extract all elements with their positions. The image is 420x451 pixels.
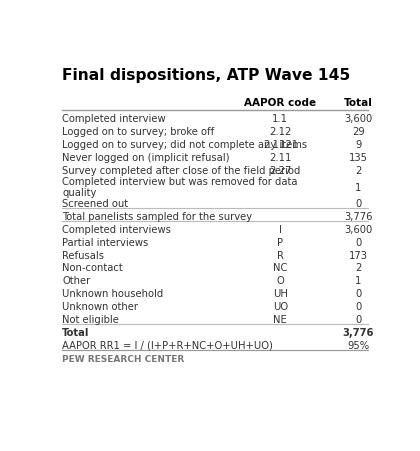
Text: 173: 173 xyxy=(349,250,368,260)
Text: Never logged on (implicit refusal): Never logged on (implicit refusal) xyxy=(62,153,230,163)
Text: Logged on to survey; broke off: Logged on to survey; broke off xyxy=(62,127,215,137)
Text: 2: 2 xyxy=(355,263,362,273)
Text: 2.12: 2.12 xyxy=(269,127,291,137)
Text: Completed interview but was removed for data
quality: Completed interview but was removed for … xyxy=(62,176,298,198)
Text: 3,776: 3,776 xyxy=(344,212,373,221)
Text: UO: UO xyxy=(273,301,288,311)
Text: Logged on to survey; did not complete any items: Logged on to survey; did not complete an… xyxy=(62,140,307,150)
Text: 3,776: 3,776 xyxy=(343,327,374,337)
Text: 0: 0 xyxy=(355,301,362,311)
Text: Total panelists sampled for the survey: Total panelists sampled for the survey xyxy=(62,212,252,221)
Text: Unknown household: Unknown household xyxy=(62,289,163,299)
Text: 2.1121: 2.1121 xyxy=(263,140,298,150)
Text: Survey completed after close of the field period: Survey completed after close of the fiel… xyxy=(62,166,301,175)
Text: 1: 1 xyxy=(355,276,362,285)
Text: 3,600: 3,600 xyxy=(344,114,373,124)
Text: 1.1: 1.1 xyxy=(272,114,289,124)
Text: O: O xyxy=(276,276,284,285)
Text: 0: 0 xyxy=(355,198,362,209)
Text: Completed interviews: Completed interviews xyxy=(62,224,171,235)
Text: 29: 29 xyxy=(352,127,365,137)
Text: Non-contact: Non-contact xyxy=(62,263,123,273)
Text: 0: 0 xyxy=(355,237,362,247)
Text: Total: Total xyxy=(62,327,89,337)
Text: 1: 1 xyxy=(355,182,362,192)
Text: Final dispositions, ATP Wave 145: Final dispositions, ATP Wave 145 xyxy=(62,68,351,83)
Text: Screened out: Screened out xyxy=(62,198,129,209)
Text: Unknown other: Unknown other xyxy=(62,301,138,311)
Text: NC: NC xyxy=(273,263,288,273)
Text: Partial interviews: Partial interviews xyxy=(62,237,149,247)
Text: AAPOR RR1 = I / (I+P+R+NC+O+UH+UO): AAPOR RR1 = I / (I+P+R+NC+O+UH+UO) xyxy=(62,340,273,350)
Text: 9: 9 xyxy=(355,140,362,150)
Text: PEW RESEARCH CENTER: PEW RESEARCH CENTER xyxy=(62,354,184,363)
Text: 0: 0 xyxy=(355,314,362,324)
Text: 135: 135 xyxy=(349,153,368,163)
Text: 2.11: 2.11 xyxy=(269,153,291,163)
Text: Completed interview: Completed interview xyxy=(62,114,166,124)
Text: UH: UH xyxy=(273,289,288,299)
Text: R: R xyxy=(277,250,284,260)
Text: Refusals: Refusals xyxy=(62,250,104,260)
Text: Total: Total xyxy=(344,97,373,107)
Text: 3,600: 3,600 xyxy=(344,224,373,235)
Text: Not eligible: Not eligible xyxy=(62,314,119,324)
Text: NE: NE xyxy=(273,314,287,324)
Text: 95%: 95% xyxy=(347,340,370,350)
Text: 2.27: 2.27 xyxy=(269,166,291,175)
Text: I: I xyxy=(279,224,282,235)
Text: AAPOR code: AAPOR code xyxy=(244,97,316,107)
Text: 0: 0 xyxy=(355,289,362,299)
Text: Other: Other xyxy=(62,276,91,285)
Text: 2: 2 xyxy=(355,166,362,175)
Text: P: P xyxy=(277,237,284,247)
